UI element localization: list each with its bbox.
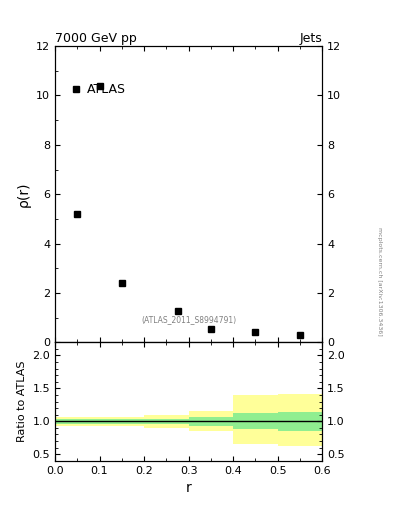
X-axis label: r: r bbox=[186, 481, 191, 495]
Text: mcplots.cern.ch [arXiv:1306.3436]: mcplots.cern.ch [arXiv:1306.3436] bbox=[377, 227, 382, 336]
Text: 7000 GeV pp: 7000 GeV pp bbox=[55, 32, 137, 45]
Text: ATLAS: ATLAS bbox=[87, 82, 126, 96]
Y-axis label: Ratio to ATLAS: Ratio to ATLAS bbox=[17, 361, 27, 442]
Y-axis label: ρ(r): ρ(r) bbox=[17, 181, 31, 207]
Text: Jets: Jets bbox=[299, 32, 322, 45]
Text: (ATLAS_2011_S8994791): (ATLAS_2011_S8994791) bbox=[141, 315, 236, 325]
